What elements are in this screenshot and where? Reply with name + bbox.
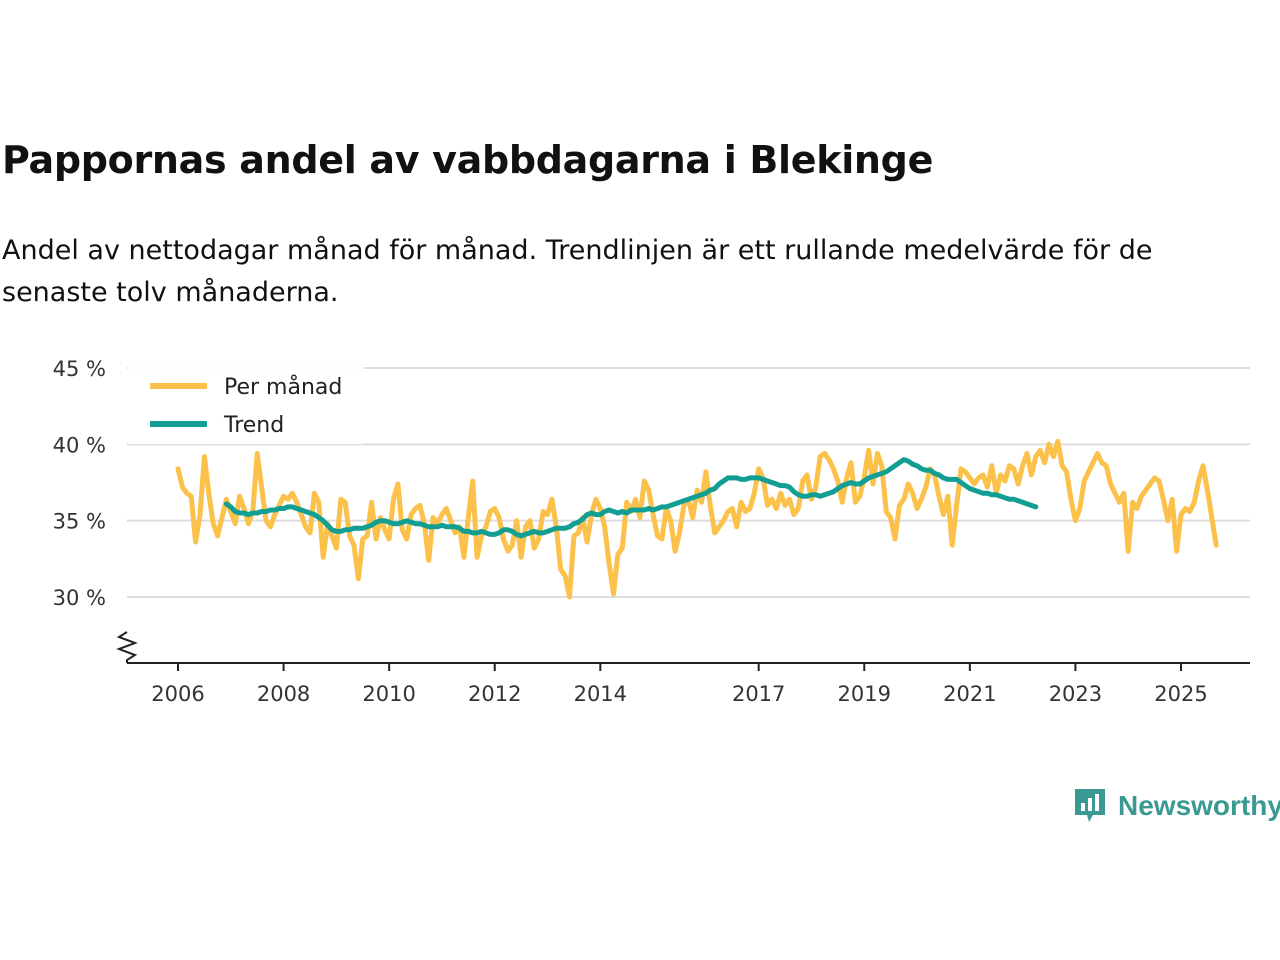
- x-tick-label: 2021: [943, 682, 996, 706]
- y-tick-label: 45 %: [53, 357, 106, 381]
- x-axis: 2006 2008 2010 2012 2014 2017 2019 2021 2023 2025: [151, 663, 1208, 706]
- brand-name: Newsworthy: [1118, 790, 1280, 821]
- series-line-trend: [223, 457, 1039, 539]
- legend-label-trend: Trend: [223, 413, 284, 438]
- series-lines: [175, 438, 1219, 600]
- x-tick-label: 2017: [732, 682, 785, 706]
- axis-break-icon: [116, 631, 138, 663]
- x-tick-label: 2006: [151, 682, 204, 706]
- legend-background: [128, 362, 364, 444]
- newsworthy-logo-icon: [1075, 789, 1105, 822]
- chart-subtitle: Andel av nettodagar månad för månad. Tre…: [2, 235, 1153, 308]
- x-tick-label: 2019: [838, 682, 891, 706]
- x-tick-label: 2008: [257, 682, 310, 706]
- y-tick-label: 30 %: [53, 586, 106, 610]
- newsworthy-logo: Newsworthy: [1072, 786, 1280, 826]
- y-tick-label: 40 %: [53, 433, 106, 457]
- legend: Per månad Trend: [128, 362, 364, 444]
- y-tick-label: 35 %: [53, 510, 106, 534]
- x-tick-label: 2023: [1049, 682, 1102, 706]
- axes: [116, 631, 1250, 664]
- x-tick-label: 2010: [362, 682, 415, 706]
- chart-title: Pappornas andel av vabbdagarna i Bleking…: [2, 138, 934, 182]
- y-axis: 30 % 35 % 40 % 45 %: [53, 357, 106, 610]
- x-tick-label: 2014: [574, 682, 627, 706]
- x-tick-label: 2025: [1154, 682, 1207, 706]
- x-tick-label: 2012: [468, 682, 521, 706]
- legend-label-per-manad: Per månad: [224, 374, 342, 400]
- series-line-per-manad: [175, 438, 1219, 600]
